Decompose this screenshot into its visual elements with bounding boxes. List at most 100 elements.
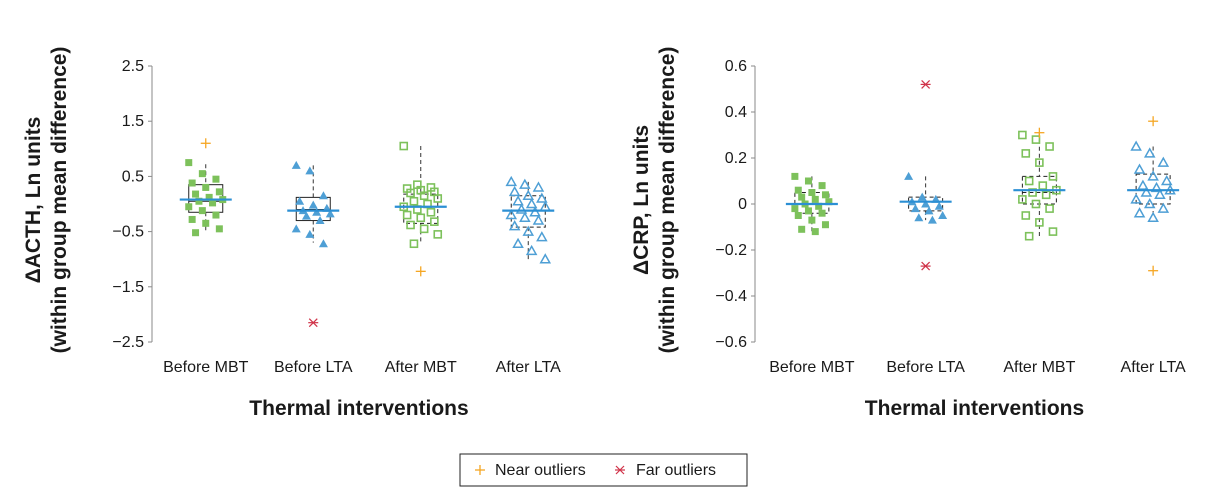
group-after-lta [502, 175, 555, 264]
data-point [212, 211, 220, 219]
data-point [818, 182, 826, 190]
y-axis-title-line: (within group mean difference) [48, 47, 71, 354]
data-point [522, 189, 535, 200]
data-point [1147, 211, 1159, 223]
data-point [409, 196, 419, 206]
data-point [433, 194, 443, 203]
data-point [1143, 197, 1156, 209]
data-point [419, 224, 429, 234]
y-tick-label: −0.5 [112, 224, 144, 241]
data-point [818, 209, 826, 217]
data-point [185, 159, 193, 167]
legend: Near outliers Far outliers [459, 453, 748, 487]
data-point [1157, 156, 1170, 167]
data-point [198, 207, 206, 215]
data-point [1143, 147, 1156, 158]
data-point [1133, 207, 1146, 218]
data-point [291, 160, 301, 169]
box [908, 196, 944, 212]
data-point [821, 191, 829, 199]
legend-box [459, 453, 748, 487]
data-point [192, 190, 200, 198]
data-point [1160, 174, 1173, 186]
data-point [1035, 158, 1044, 167]
data-point [522, 225, 535, 236]
actc-chart: 2.5 1.5 0.5 −0.5 −1.5 −2.5 Before MBT Before LT… [22, 47, 561, 420]
y-tick-label: −2.5 [112, 334, 144, 351]
data-point [409, 239, 419, 249]
data-point [917, 192, 927, 201]
y-tick-label: −0.4 [715, 288, 747, 305]
y-tick-label: −0.6 [715, 334, 747, 351]
data-point [399, 141, 409, 151]
y-axis-title: ΔACTH, Ln units (within group mean differ… [22, 47, 71, 354]
data-point [291, 224, 301, 233]
data-point [202, 183, 210, 191]
data-point [1130, 193, 1142, 204]
data-point [914, 213, 924, 222]
data-point [505, 175, 518, 187]
legend-symbol-near [475, 465, 485, 475]
far-outlier [308, 318, 319, 328]
data-point [924, 206, 934, 215]
data-point [821, 221, 829, 229]
group-before-lta [899, 171, 952, 224]
group-before-lta [287, 160, 340, 248]
data-point [1150, 181, 1163, 193]
data-point [185, 203, 193, 211]
data-point [811, 195, 819, 203]
data-point [301, 211, 311, 220]
data-point [426, 207, 436, 217]
near-outlier [200, 138, 211, 149]
data-point [804, 207, 812, 215]
data-point [525, 244, 538, 256]
data-point [811, 228, 819, 236]
y-tick-label: 1.5 [122, 113, 144, 130]
near-outlier [1148, 265, 1159, 276]
data-point [921, 199, 931, 208]
data-point [1018, 195, 1027, 204]
y-tick-label: 0 [738, 196, 747, 213]
data-point [1140, 186, 1153, 197]
data-point [215, 225, 223, 233]
y-tick-label: −0.2 [715, 242, 747, 259]
data-point [1031, 199, 1041, 209]
data-point [406, 220, 415, 230]
data-point [529, 206, 541, 217]
data-point [312, 207, 322, 216]
data-point [318, 239, 328, 248]
x-tick-label: After LTA [1121, 359, 1187, 376]
data-point [209, 199, 217, 207]
data-point [1045, 142, 1054, 151]
near-outlier [1034, 127, 1045, 138]
box [295, 196, 331, 222]
x-tick-label: Before MBT [769, 359, 855, 376]
y-axis-title: ΔCRP, Ln units (within group mean differe… [630, 47, 679, 354]
x-axis-title: Thermal interventions [865, 397, 1084, 420]
data-point [1157, 202, 1170, 213]
data-point [419, 191, 429, 201]
y-tick-label: 0.4 [725, 104, 747, 121]
data-point [519, 178, 531, 189]
data-point [798, 225, 806, 233]
data-point [1024, 231, 1034, 241]
data-point [791, 172, 799, 180]
group-after-lta [1127, 140, 1180, 223]
data-point [512, 237, 524, 248]
y-axis-title-line: ΔACTH, Ln units [22, 117, 45, 284]
data-point [808, 216, 816, 224]
data-point [1021, 149, 1031, 158]
data-point [1028, 188, 1037, 197]
data-point [536, 231, 548, 242]
data-point [215, 188, 223, 196]
data-point [508, 220, 521, 231]
data-point [1041, 190, 1051, 200]
far-outlier [920, 79, 931, 89]
y-tick-label: −1.5 [112, 279, 144, 296]
data-point [305, 229, 315, 238]
data-point [1154, 188, 1166, 200]
data-point [1045, 204, 1054, 213]
data-point [318, 191, 328, 200]
data-point [791, 205, 799, 213]
box [1135, 173, 1171, 205]
